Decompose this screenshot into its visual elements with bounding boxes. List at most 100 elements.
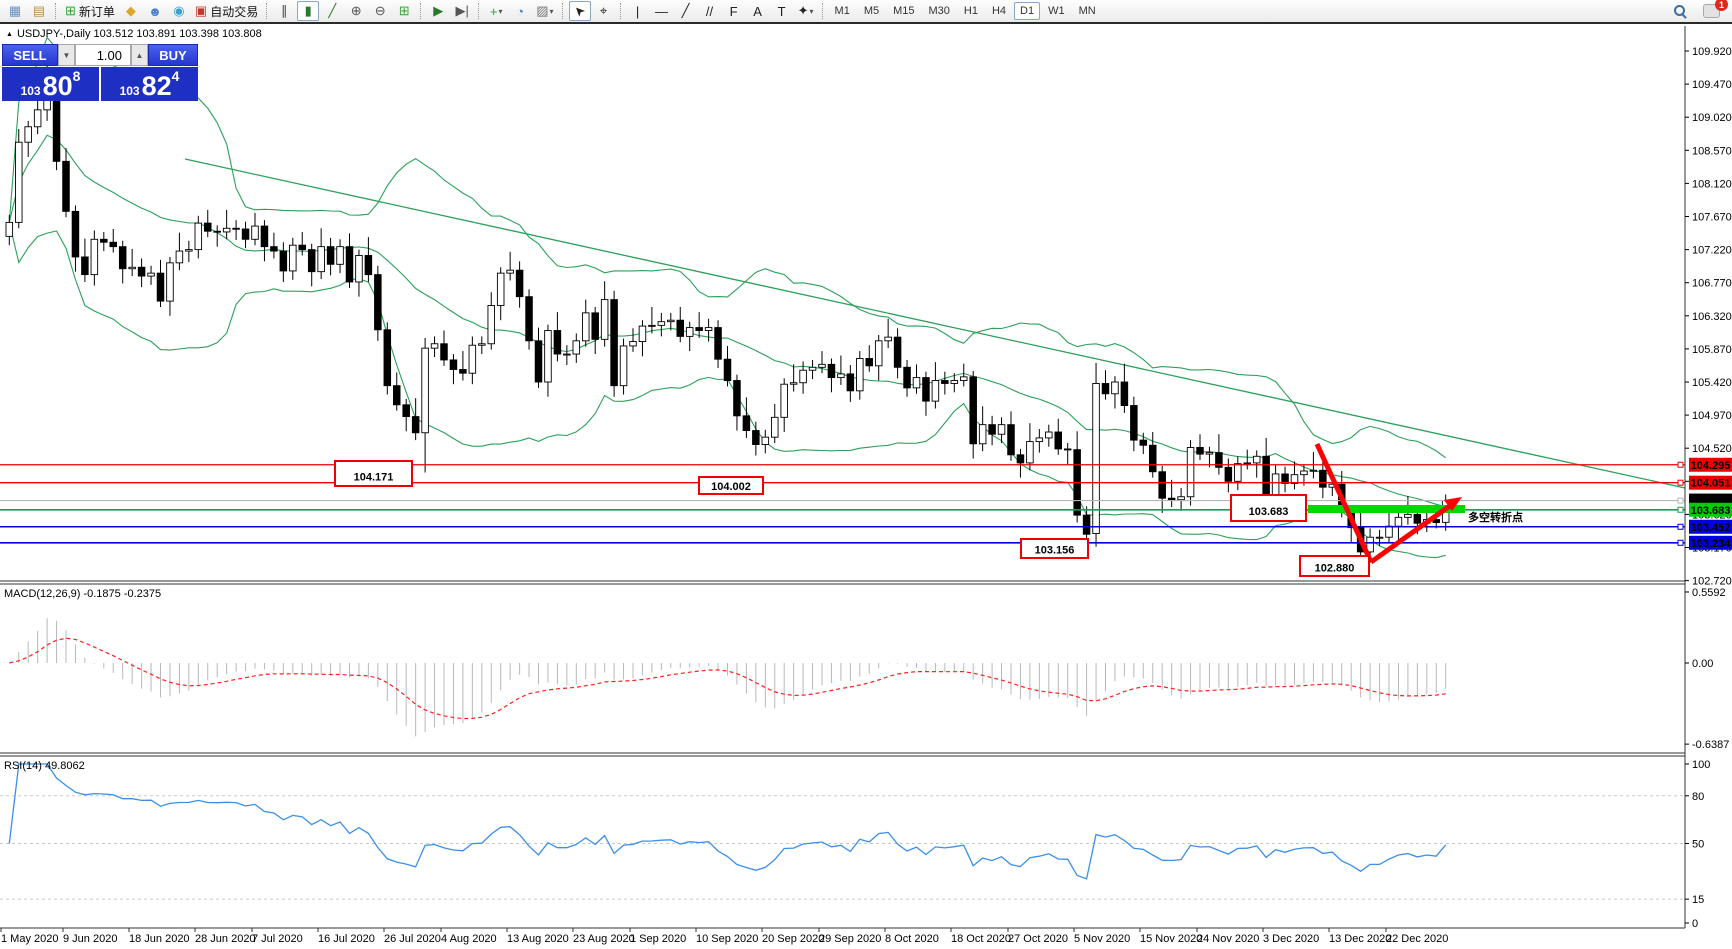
navigator-icon[interactable]: ☻ [148, 3, 162, 19]
timeframe-H4[interactable]: H4 [991, 5, 1007, 17]
cursor-icon[interactable]: ➤ [568, 1, 591, 21]
price-label-box-102.880[interactable] [1299, 555, 1370, 577]
toolbar: ▦ ▤ ⊞ 新订单 ◆ ☻ ◉ ▣ 自动交易 ∥ ▮ ╱ ⊕ ⊖ ⊞ ▶ ▶| + ▾ ◔ ▨ ▾ ➤ ⌖ | — ╱ // F A T ✦ ▾… [0, 0, 1732, 24]
line-chart-icon[interactable]: ╱ [328, 3, 337, 18]
macd-signal-line [9, 637, 1446, 720]
timeframe-M5[interactable]: M5 [863, 5, 880, 17]
timeframe-H1[interactable]: H1 [963, 5, 978, 17]
buy-price-button[interactable]: 103 82 4 [99, 67, 198, 101]
signals-icon[interactable]: ◉ [173, 3, 185, 18]
trendline[interactable] [184, 158, 1686, 489]
fibonacci-icon[interactable]: F [729, 3, 738, 19]
date-tick-label: 18 Oct 2020 [951, 933, 1011, 945]
timeframe-M1[interactable]: M1 [834, 5, 850, 17]
price-label-box-104.002[interactable] [698, 476, 764, 495]
rsi-tick-label: 100 [1692, 759, 1710, 771]
date-tick-label: 10 Sep 2020 [696, 933, 758, 945]
timeframe-W1[interactable]: W1 [1048, 5, 1065, 17]
price-tick-label: 108.570 [1692, 145, 1732, 157]
sell-price-pip: 8 [72, 68, 81, 84]
crosshair-icon[interactable]: ⌖ [599, 3, 608, 18]
sell-price-button[interactable]: 103 80 8 [2, 67, 99, 101]
chart-shift-icon[interactable]: ▶| [455, 3, 469, 18]
timeframe-D1[interactable]: D1 [1014, 2, 1041, 20]
price-badge-text: 103.452 [1691, 522, 1731, 534]
price-badge [1689, 475, 1732, 490]
price-tick-label: 109.470 [1692, 79, 1732, 91]
buy-price-prefix: 103 [119, 83, 140, 98]
price-label-box-103.683[interactable] [1230, 494, 1307, 522]
add-indicator-icon[interactable]: + ▾ [489, 3, 503, 19]
hline-endpoint[interactable] [1677, 461, 1684, 468]
templates-icon[interactable]: ▨ ▾ [536, 3, 554, 18]
date-tick-label: 7 Jul 2020 [252, 933, 303, 945]
volume-input[interactable]: 1.00 [75, 44, 131, 66]
profiles-icon[interactable]: ▤ [32, 3, 46, 18]
macd-histogram [18, 618, 1447, 737]
periods-icon[interactable]: ◔ [516, 3, 525, 19]
notifications-icon[interactable]: 1 [1700, 0, 1728, 21]
horizontal-line-icon[interactable]: — [655, 3, 669, 19]
price-label-box-103.156[interactable] [1020, 538, 1089, 559]
timeframe-M15[interactable]: M15 [893, 5, 915, 17]
channel-icon[interactable]: // [705, 3, 714, 19]
hline-endpoint[interactable] [1677, 506, 1684, 513]
new-order-button[interactable]: ⊞ 新订单 [65, 3, 115, 19]
sell-price-big: 80 [42, 71, 73, 102]
highlight-band[interactable] [1308, 505, 1465, 513]
macd-tick-label: 0.5592 [1692, 587, 1726, 599]
tile-windows-icon[interactable]: ⊞ [398, 3, 410, 18]
date-tick-label: 13 Dec 2020 [1329, 933, 1391, 945]
hline-endpoint[interactable] [1677, 523, 1684, 530]
auto-scroll-icon[interactable]: ▶ [433, 3, 444, 18]
market-watch-icon[interactable]: ◆ [125, 3, 136, 18]
rsi-tick-label: 15 [1692, 894, 1704, 906]
annotation-text[interactable]: 多空转折点 [1468, 510, 1523, 524]
price-tick-label: 107.220 [1692, 245, 1732, 257]
down-arrow-line[interactable] [1314, 442, 1374, 564]
price-tick-label: 106.770 [1692, 278, 1732, 290]
toolbar-separator [266, 3, 268, 19]
shapes-icon[interactable]: ✦ ▾ [797, 3, 814, 18]
label-icon[interactable]: T [777, 3, 786, 19]
bar-chart-icon[interactable]: ∥ [280, 3, 288, 18]
price-label-text: 103.683 [1249, 506, 1289, 518]
rsi-tick-label: 0 [1692, 918, 1698, 930]
candlestick-chart-icon[interactable]: ▮ [297, 1, 320, 21]
sell-button[interactable]: SELL [2, 44, 58, 66]
up-arrow-line[interactable] [1369, 502, 1453, 565]
buy-button[interactable]: BUY [148, 44, 198, 66]
text-icon[interactable]: A [753, 3, 762, 19]
volume-decrease-button[interactable]: ▼ [58, 44, 75, 66]
buy-price-big: 82 [141, 71, 172, 102]
zoom-out-icon[interactable]: ⊖ [374, 3, 386, 18]
price-label-box-104.171[interactable] [334, 460, 413, 487]
collapse-arrow-icon[interactable]: ▲ [6, 30, 13, 38]
trendline-icon[interactable]: ╱ [681, 3, 690, 18]
search-icon[interactable] [1669, 1, 1691, 21]
price-tick-label: 108.120 [1692, 178, 1732, 190]
price-badge-text: 104.295 [1691, 460, 1731, 472]
notification-badge: 1 [1715, 0, 1728, 11]
hline-endpoint[interactable] [1677, 539, 1684, 546]
timeframe-MN[interactable]: MN [1078, 5, 1096, 17]
timeframe-M30[interactable]: M30 [928, 5, 950, 17]
price-badge-text: 103.234 [1691, 538, 1732, 550]
date-tick-label: 16 Jul 2020 [318, 933, 375, 945]
autotrading-button[interactable]: ▣ 自动交易 [194, 3, 259, 19]
zoom-in-icon[interactable]: ⊕ [350, 3, 362, 18]
vertical-line-icon[interactable]: | [635, 3, 640, 19]
toolbar-separator [821, 3, 824, 19]
candles [5, 56, 1450, 569]
macd-tick-label: -0.6387 [1692, 739, 1729, 751]
price-label-text: 102.880 [1315, 562, 1355, 574]
new-chart-icon[interactable]: ▦ [8, 3, 22, 18]
hline-endpoint[interactable] [1677, 497, 1684, 504]
hline-endpoint[interactable] [1677, 479, 1684, 486]
date-tick-label: 1 Sep 2020 [630, 933, 686, 945]
volume-increase-button[interactable]: ▲ [131, 44, 148, 66]
date-tick-label: 20 Sep 2020 [762, 933, 824, 945]
date-tick-label: 27 Oct 2020 [1008, 933, 1068, 945]
